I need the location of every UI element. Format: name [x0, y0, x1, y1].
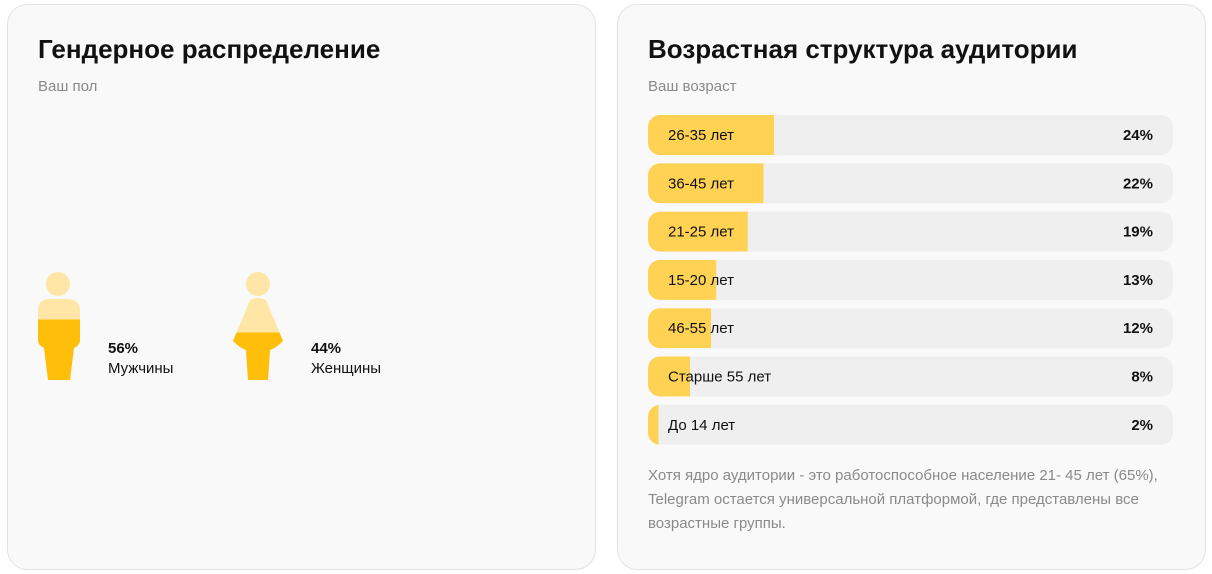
value-label: 2% [1131, 417, 1153, 434]
figure-head [46, 272, 70, 296]
bar-track [648, 308, 1173, 349]
value-label: 12% [1123, 320, 1153, 337]
bar-track [648, 404, 1173, 445]
value-label: 19% [1123, 224, 1153, 241]
card-title: Возрастная структура аудитории [648, 34, 1077, 64]
bar [648, 308, 711, 349]
category-label: 36-45 лет [668, 175, 734, 192]
category-label: 21-25 лет [668, 224, 734, 241]
annotation: Хотя ядро аудитории - это работоспособно… [648, 467, 1158, 532]
bar [648, 115, 774, 155]
figure-fill [233, 332, 283, 380]
bar-track [648, 163, 1173, 204]
bar [648, 356, 690, 397]
figure-fill [38, 319, 80, 380]
bar-track [648, 211, 1173, 252]
card-title: Гендерное распределение [38, 34, 380, 64]
card-subtitle: Ваш возраст [648, 78, 737, 95]
bar [648, 211, 748, 252]
value-label: 8% [1131, 368, 1153, 385]
category-label: 26-35 лет [668, 127, 734, 144]
bar [648, 163, 764, 204]
category-label: 46-55 лет [668, 320, 734, 337]
category-label: Старше 55 лет [668, 368, 771, 385]
value-label: 22% [1123, 175, 1153, 192]
card-subtitle: Ваш пол [38, 78, 97, 95]
value-label: 44% [311, 340, 341, 357]
category-label: 15-20 лет [668, 272, 734, 289]
note-box: Хотя ядро аудитории - это работоспособно… [648, 467, 1158, 532]
category-label: Мужчины [108, 360, 173, 377]
figure-head [246, 272, 270, 296]
bar-track [648, 115, 1173, 155]
bar-track [648, 356, 1173, 397]
card [7, 4, 596, 570]
bar-track [648, 259, 1173, 300]
bar [648, 404, 659, 445]
category-label: До 14 лет [668, 417, 735, 434]
bar [648, 259, 717, 300]
value-label: 24% [1123, 127, 1153, 144]
value-label: 56% [108, 340, 138, 357]
category-label: Женщины [311, 360, 381, 377]
value-label: 13% [1123, 272, 1153, 289]
